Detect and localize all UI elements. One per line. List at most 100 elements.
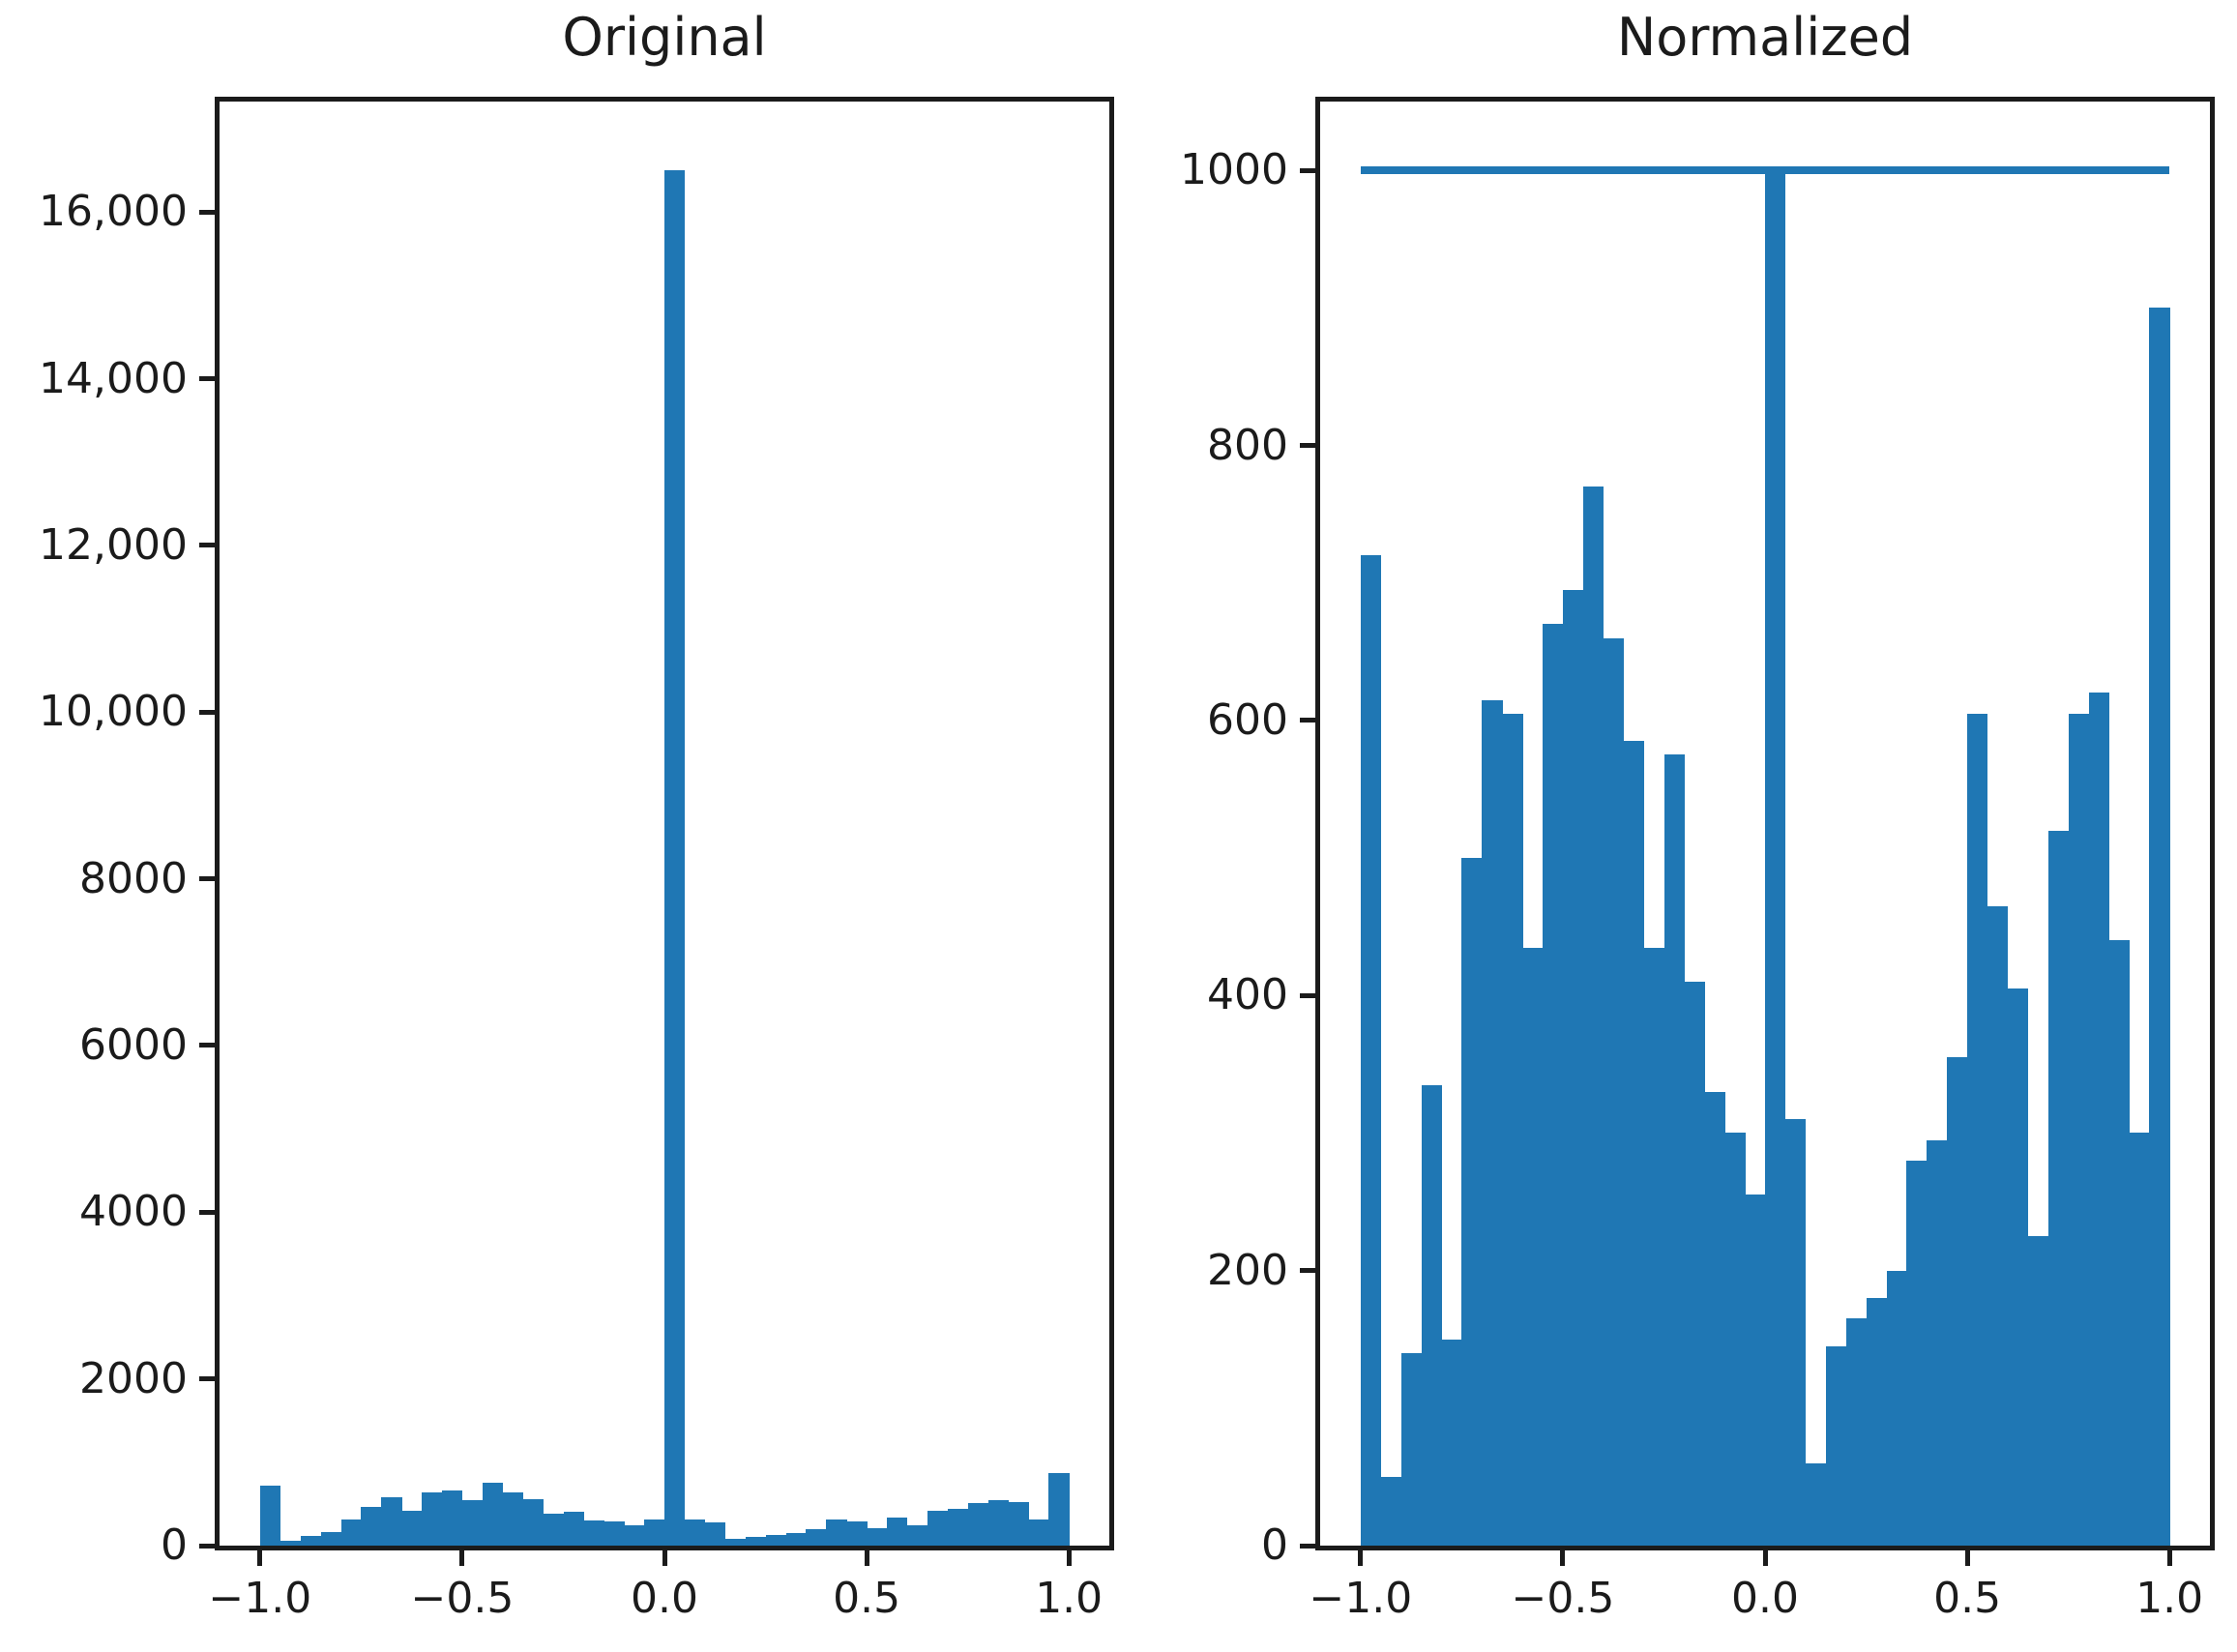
histogram-bar — [1967, 713, 1988, 1546]
histogram-bar — [1745, 1195, 1766, 1546]
histogram-bar — [2007, 988, 2029, 1546]
histogram-bar — [1522, 947, 1544, 1546]
histogram-bar — [280, 1540, 302, 1546]
y-axis-tick-label: 0 — [161, 1520, 188, 1570]
normalized-histogram-axes — [1315, 97, 2215, 1550]
x-axis-tick-label: 0.0 — [631, 1574, 698, 1623]
histogram-bar — [320, 1531, 341, 1546]
histogram-bar — [583, 1519, 604, 1546]
y-axis-tick — [199, 709, 215, 715]
histogram-bar — [1400, 1352, 1422, 1546]
x-axis-tick — [662, 1550, 667, 1566]
y-axis-tick — [199, 1043, 215, 1048]
histogram-bar — [1421, 1084, 1442, 1546]
y-axis-tick — [1300, 992, 1315, 998]
histogram-bar — [624, 1525, 645, 1546]
x-axis-tick-label: 1.0 — [2135, 1574, 2204, 1623]
x-axis-tick-label: −1.0 — [1309, 1574, 1413, 1623]
x-axis-tick-label: 0.5 — [833, 1574, 901, 1623]
y-axis-tick — [199, 1209, 215, 1215]
y-axis-tick-label: 8000 — [79, 853, 188, 903]
left-plot-title: Original — [562, 7, 767, 68]
histogram-bar — [1825, 1345, 1847, 1546]
x-axis-tick — [257, 1550, 263, 1566]
histogram-bar — [381, 1497, 402, 1546]
histogram-bar — [522, 1498, 544, 1546]
x-axis-tick — [1560, 1550, 1566, 1566]
histogram-bar — [887, 1517, 908, 1546]
histogram-bar — [1562, 589, 1584, 1546]
histogram-bar — [1927, 1139, 1948, 1546]
x-axis-tick — [1964, 1550, 1970, 1566]
histogram-bar — [1623, 741, 1644, 1546]
histogram-bar — [361, 1507, 382, 1546]
histogram-bar — [340, 1519, 362, 1546]
histogram-bar — [826, 1519, 847, 1546]
y-axis-tick-label: 800 — [1207, 420, 1288, 470]
y-axis-tick — [1300, 1268, 1315, 1274]
x-axis-tick — [2166, 1550, 2172, 1566]
histogram-bar — [401, 1511, 423, 1546]
histogram-bar — [1906, 1160, 1928, 1546]
histogram-bar — [1643, 947, 1664, 1546]
original-histogram-axes — [215, 97, 1114, 1550]
y-axis-tick-label: 10,000 — [39, 687, 188, 737]
histogram-bar — [1947, 1057, 1968, 1546]
histogram-bar — [2108, 940, 2130, 1546]
y-axis-tick — [199, 543, 215, 548]
x-axis-tick-label: 1.0 — [1035, 1574, 1104, 1623]
histogram-bar — [2149, 308, 2170, 1546]
target-reference-line — [1360, 166, 2170, 175]
histogram-bar — [664, 170, 686, 1546]
y-axis-tick — [199, 376, 215, 381]
x-axis-tick-label: −1.0 — [208, 1574, 312, 1623]
histogram-bar — [482, 1482, 504, 1546]
histogram-bar — [1684, 982, 1705, 1546]
x-axis-tick-label: 0.5 — [1933, 1574, 2002, 1623]
histogram-bar — [1380, 1476, 1402, 1546]
histogram-bar — [1784, 1119, 1807, 1546]
histogram-bar — [1704, 1091, 1725, 1546]
y-axis-tick-label: 200 — [1207, 1245, 1288, 1295]
histogram-bar — [2129, 1133, 2150, 1546]
y-axis-tick — [199, 876, 215, 882]
y-axis-tick — [199, 1543, 215, 1549]
y-axis-tick-label: 16,000 — [39, 187, 188, 237]
y-axis-tick — [1300, 167, 1315, 173]
histogram-bar — [967, 1502, 988, 1546]
y-axis-tick — [199, 1376, 215, 1382]
histogram-bar — [765, 1534, 786, 1546]
y-axis-tick-label: 1000 — [1180, 145, 1288, 195]
histogram-bar — [1663, 754, 1685, 1546]
histogram-bar — [867, 1527, 888, 1546]
y-axis-tick-label: 4000 — [79, 1187, 188, 1237]
histogram-bar — [806, 1528, 827, 1546]
histogram-bar — [785, 1533, 807, 1546]
histogram-bar — [1603, 637, 1625, 1546]
y-axis-tick-label: 2000 — [79, 1353, 188, 1403]
histogram-bar — [2047, 830, 2070, 1546]
histogram-bar — [906, 1524, 928, 1546]
histogram-bar — [745, 1537, 766, 1546]
y-axis-tick — [1300, 443, 1315, 448]
y-axis-tick — [1300, 718, 1315, 723]
histogram-bar — [1461, 858, 1483, 1546]
histogram-bar — [2068, 713, 2089, 1546]
histogram-bar — [1866, 1298, 1887, 1546]
x-axis-tick — [1762, 1550, 1768, 1566]
histogram-bar — [1805, 1462, 1827, 1546]
x-axis-tick — [1066, 1550, 1072, 1566]
y-axis-tick-label: 14,000 — [39, 353, 188, 403]
histogram-bar — [927, 1510, 949, 1546]
histogram-bar — [300, 1536, 321, 1546]
histogram-bar — [563, 1512, 584, 1546]
x-axis-tick — [1358, 1550, 1364, 1566]
x-axis-tick-label: −0.5 — [1511, 1574, 1615, 1623]
histogram-bar — [1441, 1339, 1462, 1546]
histogram-bar — [1886, 1270, 1907, 1546]
y-axis-tick-label: 400 — [1207, 970, 1288, 1020]
right-plot-title: Normalized — [1616, 7, 1914, 68]
histogram-bar — [1482, 699, 1503, 1546]
histogram-bar — [603, 1521, 625, 1546]
